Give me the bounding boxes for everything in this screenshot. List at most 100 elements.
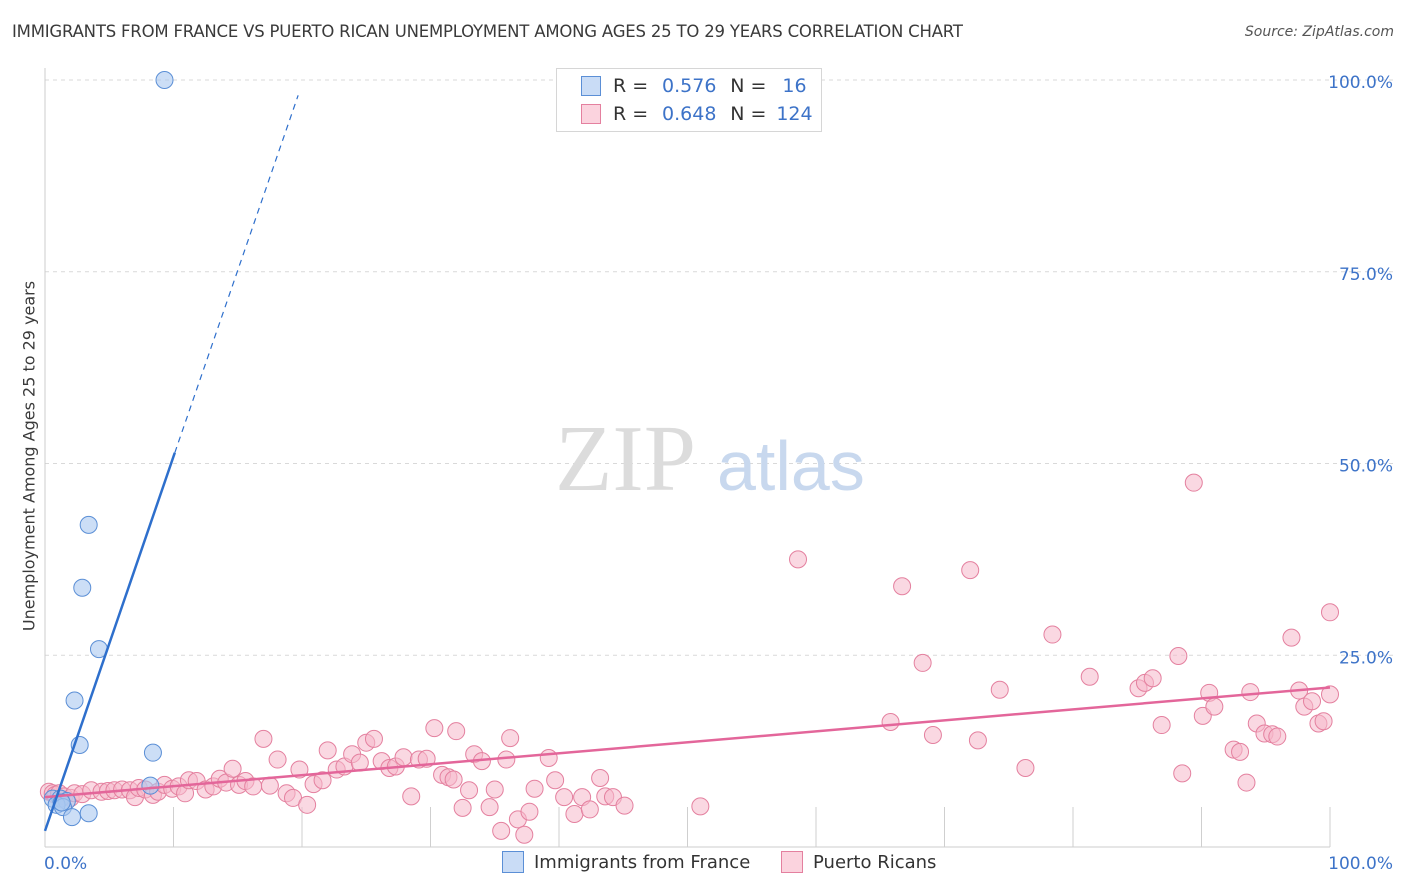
y-tick-label: 75.0%: [1339, 265, 1393, 285]
puerto-ricans-point: [364, 729, 383, 748]
puerto-ricans-point: [1303, 692, 1322, 711]
france-point: [79, 515, 98, 534]
correlation-legend: R = 0.576 N = 16 R = 0.648 N = 124: [556, 68, 822, 132]
puerto-ricans-point: [923, 726, 942, 745]
puerto-ricans-point: [968, 731, 987, 750]
puerto-ricans-point: [223, 759, 242, 778]
legend-item-france: Immigrants from France: [502, 851, 750, 873]
puerto-ricans-point: [1169, 647, 1188, 666]
france-swatch: [502, 851, 524, 873]
puerto-ricans-point: [425, 719, 444, 738]
france-point: [155, 71, 174, 89]
puerto-ricans-point: [402, 787, 421, 806]
puerto-ricans-point: [1043, 625, 1062, 644]
puerto-ricans-point: [460, 781, 479, 800]
puerto-ricans-point: [1231, 742, 1250, 761]
puerto-ricans-point: [447, 722, 466, 741]
n-value: 124: [776, 103, 813, 125]
puerto-ricans-point: [1241, 683, 1260, 702]
puerto-ricans-point: [394, 748, 413, 767]
puerto-ricans-point: [1321, 685, 1339, 704]
puerto-ricans-point: [1282, 628, 1301, 647]
puerto-ricans-point: [318, 741, 337, 760]
puerto-ricans-point: [691, 797, 710, 816]
watermark-zip: ZIP: [555, 407, 696, 511]
puerto-ricans-point: [492, 821, 511, 840]
y-tick-label: 50.0%: [1339, 457, 1393, 477]
puerto-ricans-swatch: [781, 851, 803, 873]
puerto-ricans-point: [546, 771, 565, 790]
puerto-ricans-trend-line: [44, 686, 1331, 799]
puerto-ricans-point: [1080, 667, 1099, 686]
trend-lines: [43, 95, 1331, 832]
axes: [44, 68, 1331, 848]
x-tick-label: 0.0%: [44, 854, 87, 874]
source-credit: Source: ZipAtlas.com: [1244, 24, 1394, 40]
france-point: [79, 804, 98, 823]
france-swatch: [581, 76, 601, 96]
puerto-ricans-point: [539, 749, 558, 768]
puerto-ricans-point: [961, 561, 980, 580]
puerto-ricans-point: [290, 760, 309, 779]
puerto-ricans-point: [268, 750, 287, 769]
n-label: N =: [730, 103, 767, 125]
r-value: 0.648: [662, 103, 717, 125]
puerto-ricans-point: [1143, 669, 1162, 688]
x-tick-label: 100.0%: [1328, 854, 1393, 874]
puerto-ricans-point: [480, 798, 499, 817]
watermark-atlas: atlas: [717, 427, 865, 505]
puerto-ricans-swatch: [581, 104, 601, 124]
puerto-ricans-point: [453, 798, 472, 817]
r-value: 0.576: [662, 75, 717, 97]
puerto-ricans-point: [1268, 727, 1287, 746]
puerto-ricans-point: [501, 729, 520, 748]
france-point: [141, 776, 160, 795]
france-trend-line: [43, 452, 176, 832]
y-tick-label: 25.0%: [1339, 648, 1393, 668]
puerto-ricans-point: [555, 788, 574, 807]
tick-labels: 25.0% 50.0% 75.0% 100.0% 0.0% 100.0%: [44, 73, 1393, 874]
puerto-ricans-point: [1321, 603, 1339, 622]
puerto-ricans-point: [580, 800, 599, 819]
puerto-ricans-point: [615, 796, 634, 815]
r-label: R =: [613, 103, 649, 125]
puerto-ricans-point: [497, 750, 516, 769]
puerto-ricans-point: [1173, 764, 1192, 783]
y-axis-label: Unemployment Among Ages 25 to 29 years: [19, 280, 39, 632]
legend-item-puerto-ricans: Puerto Ricans: [781, 851, 936, 873]
puerto-ricans-point: [1314, 712, 1333, 731]
puerto-ricans-point: [1237, 773, 1256, 792]
france-trend-extension: [174, 95, 299, 453]
n-value: 16: [782, 75, 807, 97]
puerto-ricans-point: [990, 680, 1009, 699]
france-point: [73, 578, 92, 597]
n-label: N =: [730, 75, 767, 97]
legend-row-france: R = 0.576 N = 16: [581, 74, 822, 98]
france-point: [62, 808, 81, 827]
puerto-ricans-points: [39, 473, 1339, 844]
puerto-ricans-point: [313, 771, 332, 790]
r-label: R =: [613, 75, 649, 97]
legend-label-puerto-ricans: Puerto Ricans: [813, 851, 937, 873]
puerto-ricans-point: [525, 779, 544, 798]
puerto-ricans-point: [893, 577, 912, 596]
puerto-ricans-point: [881, 712, 900, 731]
puerto-ricans-point: [520, 802, 539, 821]
series-legend: Immigrants from France Puerto Ricans: [0, 851, 1406, 877]
legend-row-puerto-ricans: R = 0.648 N = 124: [581, 102, 822, 126]
puerto-ricans-point: [485, 780, 504, 799]
puerto-ricans-point: [565, 805, 584, 824]
france-point: [65, 691, 84, 710]
puerto-ricans-point: [515, 825, 534, 844]
france-points: [43, 71, 174, 827]
chart-title: IMMIGRANTS FROM FRANCE VS PUERTO RICAN U…: [12, 22, 963, 41]
puerto-ricans-point: [1152, 716, 1171, 735]
puerto-ricans-point: [591, 768, 610, 787]
legend-label-france: Immigrants from France: [534, 851, 751, 873]
gridlines: [45, 79, 1395, 656]
puerto-ricans-point: [1184, 473, 1203, 492]
puerto-ricans-point: [913, 653, 932, 672]
puerto-ricans-point: [254, 729, 273, 748]
france-point: [143, 743, 162, 762]
